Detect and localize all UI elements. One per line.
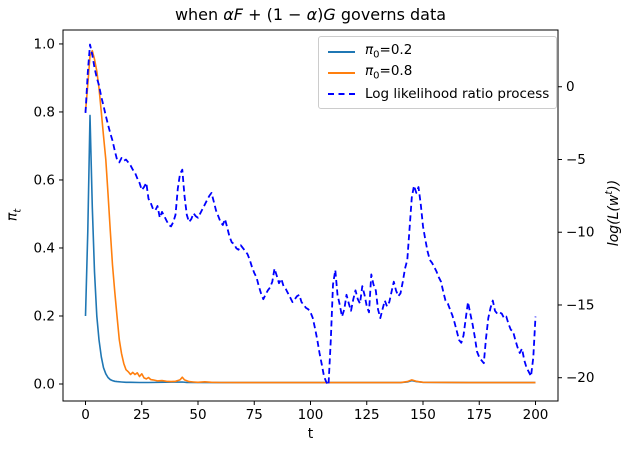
title-segment: α xyxy=(306,5,318,24)
y-left-tick-label: 0.0 xyxy=(34,376,55,392)
y-left-tick-label: 0.2 xyxy=(34,308,55,324)
y-right-tick-label: −10 xyxy=(566,225,595,241)
left-axis-label: πt xyxy=(5,209,24,221)
x-tick-label: 125 xyxy=(354,407,380,423)
title-segment: governs data xyxy=(335,5,447,24)
x-tick-label: 75 xyxy=(246,407,263,423)
y-left-tick-label: 0.4 xyxy=(34,240,55,256)
title-segment: αF xyxy=(223,5,243,24)
y-right-tick-label: −20 xyxy=(566,370,595,386)
legend: π0=0.2 π0=0.8 Log likelihood ratio proce… xyxy=(318,36,557,109)
series-line-2 xyxy=(84,43,537,386)
x-tick-label: 200 xyxy=(523,407,549,423)
legend-label: π0=0.2 xyxy=(365,42,412,61)
series-line-1 xyxy=(84,49,536,384)
x-tick-label: 150 xyxy=(410,407,436,423)
legend-entry-pi02: π0=0.2 xyxy=(319,41,556,62)
left-axis-label-subscript: t xyxy=(12,208,24,213)
left-axis-label-symbol: π xyxy=(4,212,21,222)
y-left-tick-label: 0.6 xyxy=(34,172,55,188)
y-left-tick-label: 1.0 xyxy=(34,36,55,52)
title-segment: when xyxy=(174,5,224,24)
x-tick-label: 25 xyxy=(133,407,150,423)
legend-label: Log likelihood ratio process xyxy=(365,85,550,102)
y-right-tick-label: −15 xyxy=(566,297,595,313)
y-right-tick-label: −5 xyxy=(566,152,586,168)
x-axis-label: t xyxy=(307,426,314,442)
title-segment: G xyxy=(323,5,336,24)
right-axis-label-superscript: t xyxy=(604,190,616,195)
x-tick-label: 100 xyxy=(298,407,324,423)
right-axis-label-text: )) xyxy=(605,179,622,191)
legend-label-value: =0.8 xyxy=(379,63,413,80)
x-tick-label: 175 xyxy=(466,407,492,423)
series-line-0 xyxy=(84,114,536,384)
title-segment: ) xyxy=(317,5,324,24)
right-axis-label-text: log(L(w xyxy=(605,194,622,247)
x-tick-label: 0 xyxy=(81,407,90,423)
legend-label-subscript: 0 xyxy=(373,70,380,82)
legend-line-sample-loglik xyxy=(328,92,355,95)
y-left-tick-label: 0.8 xyxy=(34,104,55,120)
legend-label-symbol: π xyxy=(365,42,374,59)
chart-title: when αF + (1 − α)G governs data xyxy=(63,5,558,24)
legend-line-sample-pi02 xyxy=(328,50,355,53)
x-tick-label: 50 xyxy=(189,407,206,423)
right-axis-label: log(L(wt)) xyxy=(604,180,622,246)
legend-label-symbol: π xyxy=(365,63,374,80)
legend-entry-loglik: Log likelihood ratio process xyxy=(319,83,556,104)
legend-label: π0=0.8 xyxy=(365,63,412,82)
legend-label-subscript: 0 xyxy=(373,49,380,61)
y-right-tick-label: 0 xyxy=(566,79,575,95)
legend-entry-pi08: π0=0.8 xyxy=(319,62,556,83)
legend-label-value: =0.2 xyxy=(379,42,413,59)
title-segment: + (1 − xyxy=(243,5,307,24)
legend-line-sample-pi08 xyxy=(328,71,355,74)
